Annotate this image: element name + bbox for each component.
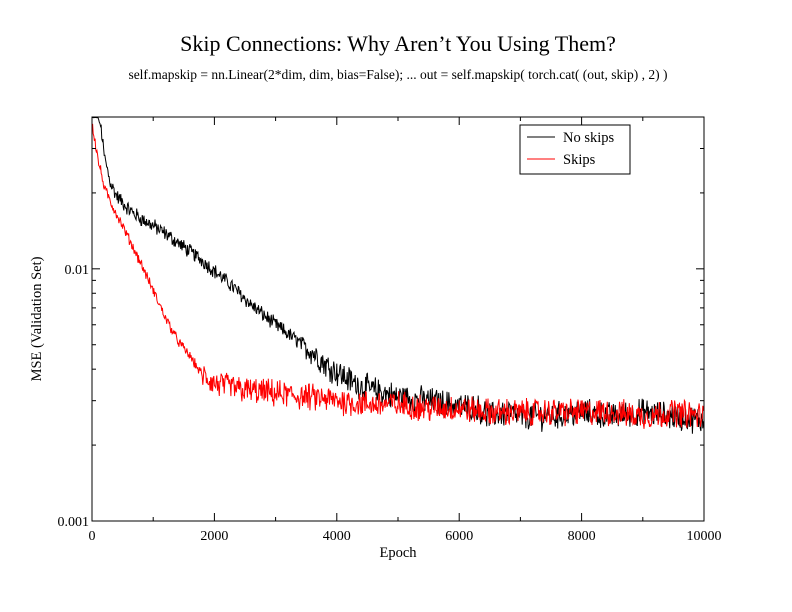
y-tick-label: 0.01 [65, 263, 90, 278]
legend-label-skips: Skips [563, 152, 596, 168]
y-tick-label: 0.001 [58, 515, 90, 530]
series-line-skips [91, 123, 705, 429]
x-axis-label: Epoch [379, 545, 417, 561]
y-axis-label: MSE (Validation Set) [29, 256, 45, 381]
legend-box [519, 124, 631, 175]
x-tick-label: 4000 [323, 529, 351, 544]
chart-subtitle: self.mapskip = nn.Linear(2*dim, dim, bia… [128, 67, 667, 82]
tick-layer: 0 2000 4000 6000 8000 10000 0.001 0.01 [58, 117, 722, 544]
series-layer [91, 116, 705, 434]
plot-frame [91, 116, 705, 522]
legend: No skips Skips [519, 124, 631, 175]
chart-title: Skip Connections: Why Aren’t You Using T… [180, 31, 616, 56]
legend-label-no-skips: No skips [563, 130, 615, 146]
x-tick-label: 8000 [568, 529, 596, 544]
x-tick-label: 2000 [200, 529, 228, 544]
x-tick-label: 0 [89, 529, 96, 544]
x-tick-label: 6000 [445, 529, 473, 544]
x-tick-label: 10000 [687, 529, 722, 544]
